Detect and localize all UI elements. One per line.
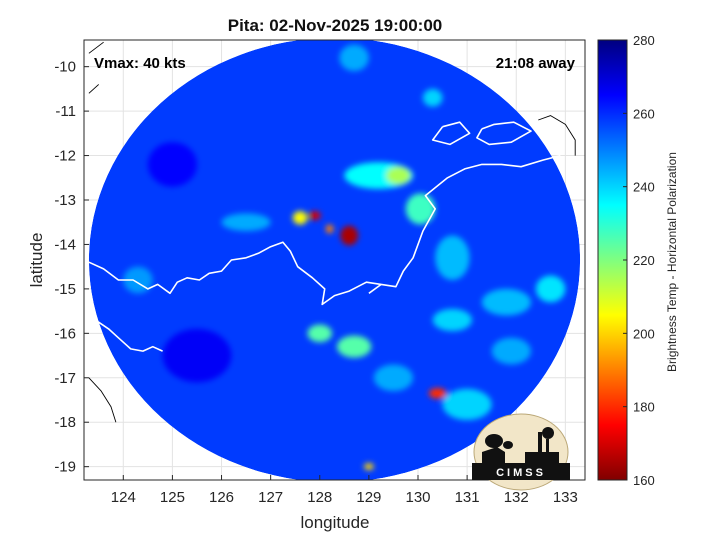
- y-tick-label: -18: [54, 414, 76, 431]
- x-tick-label: 126: [209, 489, 234, 506]
- brightness-feature: [432, 308, 473, 332]
- brightness-feature: [481, 288, 531, 316]
- coastline: [88, 41, 104, 54]
- x-tick-label: 132: [504, 489, 529, 506]
- time-away-annotation: 21:08 away: [496, 55, 576, 72]
- x-tick-label: 128: [307, 489, 332, 506]
- brightness-feature: [535, 275, 566, 303]
- y-tick-label: -14: [54, 236, 76, 253]
- coastline: [431, 121, 471, 146]
- y-tick-label: -16: [54, 325, 76, 342]
- colorbar-tick-label: 260: [633, 106, 655, 121]
- colorbar: [597, 39, 628, 481]
- y-tick-label: -19: [54, 459, 76, 476]
- axes-frame: [83, 39, 586, 481]
- coastline: [476, 121, 532, 146]
- y-tick-label: -15: [54, 281, 76, 298]
- colorbar-tick-label: 180: [633, 400, 655, 415]
- brightness-feature: [339, 44, 369, 72]
- brightness-feature: [147, 142, 197, 187]
- brightness-feature: [336, 335, 372, 358]
- colorbar-ticks: 280 260 240 220 200 180 160: [623, 33, 655, 488]
- x-tick-label: 125: [160, 489, 185, 506]
- brightness-feature: [308, 211, 321, 220]
- brightness-feature: [435, 235, 470, 280]
- brightness-feature: [405, 193, 436, 225]
- x-tick-label: 129: [356, 489, 381, 506]
- brightness-feature: [307, 324, 333, 343]
- colorbar-tick-label: 200: [633, 326, 655, 341]
- coastlines: [88, 41, 576, 423]
- x-ticks: 124 125 126 127 128 129 130 131 132 133: [111, 475, 578, 506]
- brightness-feature: [422, 88, 443, 107]
- x-tick-label: 127: [258, 489, 283, 506]
- brightness-feature: [428, 388, 447, 399]
- x-tick-label: 133: [553, 489, 578, 506]
- brightness-feature: [373, 364, 414, 392]
- coastline: [88, 377, 117, 423]
- brightness-feature: [292, 211, 308, 225]
- brightness-feature: [325, 224, 334, 234]
- y-tick-label: -17: [54, 370, 76, 387]
- brightness-feature: [221, 213, 271, 232]
- coastline: [88, 314, 163, 352]
- brightness-feature: [363, 463, 374, 471]
- coastline: [538, 115, 576, 156]
- y-tick-label: -12: [54, 148, 76, 165]
- colorbar-tick-label: 220: [633, 253, 655, 268]
- swath-features: [123, 44, 566, 471]
- brightness-feature: [386, 166, 411, 185]
- vmax-annotation: Vmax: 40 kts: [94, 55, 186, 72]
- brightness-swath: [88, 40, 581, 480]
- brightness-feature: [340, 225, 359, 246]
- x-tick-label: 130: [405, 489, 430, 506]
- x-tick-label: 124: [111, 489, 136, 506]
- colorbar-label: Brightness Temp - Horizontal Polarizatio…: [665, 152, 679, 372]
- y-axis-label: latitude: [27, 233, 46, 288]
- coastline: [88, 154, 561, 306]
- brightness-feature: [491, 337, 531, 365]
- y-tick-label: -10: [54, 59, 76, 76]
- x-axis-label: longitude: [300, 513, 369, 532]
- y-tick-label: -13: [54, 192, 76, 209]
- cimss-logo: CIMSS: [472, 413, 570, 491]
- colorbar-tick-label: 160: [633, 473, 655, 488]
- brightness-feature: [442, 388, 492, 421]
- x-tick-label: 131: [455, 489, 480, 506]
- coastline: [368, 283, 382, 294]
- svg-text:CIMSS: CIMSS: [496, 467, 546, 479]
- coastline: [88, 84, 100, 94]
- brightness-feature: [162, 328, 232, 383]
- y-ticks: -10 -11 -12 -13 -14 -15 -16 -17 -18 -19: [54, 59, 89, 476]
- colorbar-tick-label: 280: [633, 33, 655, 48]
- y-tick-label: -11: [55, 103, 76, 120]
- colorbar-tick-label: 240: [633, 180, 655, 195]
- chart-title: Pita: 02-Nov-2025 19:00:00: [228, 16, 443, 35]
